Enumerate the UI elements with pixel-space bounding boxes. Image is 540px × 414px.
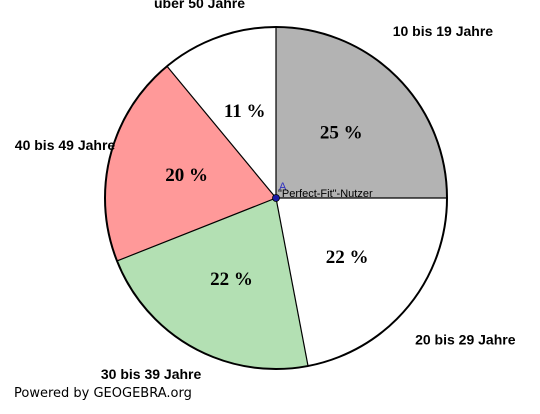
slice-divider-line bbox=[116, 197, 277, 262]
center-point-name: A bbox=[279, 181, 287, 193]
geogebra-credit[interactable]: Powered by GEOGEBRA.org bbox=[14, 386, 192, 401]
slice-category-label: 40 bis 49 Jahre bbox=[15, 137, 116, 153]
center-point-label: "Perfect-Fit"-Nutzer bbox=[278, 188, 373, 200]
slice-divider-line bbox=[166, 65, 277, 199]
slice-value-label: 11 % bbox=[224, 101, 266, 122]
center-point-marker[interactable] bbox=[272, 194, 280, 202]
slice-value-label: 25 % bbox=[320, 123, 363, 144]
slice-value-label: 22 % bbox=[326, 247, 369, 268]
pie-slice-30-bis-39-jahre bbox=[117, 198, 309, 369]
slice-category-label: 30 bis 39 Jahre bbox=[101, 366, 202, 382]
pie-slice-10-bis-19-jahre bbox=[276, 27, 447, 198]
slice-category-label: 20 bis 29 Jahre bbox=[415, 332, 516, 348]
slice-category-label: über 50 Jahre bbox=[154, 0, 245, 11]
slice-divider-line bbox=[275, 197, 309, 367]
slice-value-label: 20 % bbox=[165, 165, 208, 186]
slice-value-label: 22 % bbox=[210, 269, 253, 290]
pie-slice-20-bis-29-jahre bbox=[276, 198, 447, 366]
pie-slice-ber-50-jahre bbox=[167, 27, 276, 198]
pie-outline-circle bbox=[104, 26, 448, 370]
pie-slice-40-bis-49-jahre bbox=[105, 66, 276, 261]
slice-category-label: 10 bis 19 Jahre bbox=[393, 23, 494, 39]
